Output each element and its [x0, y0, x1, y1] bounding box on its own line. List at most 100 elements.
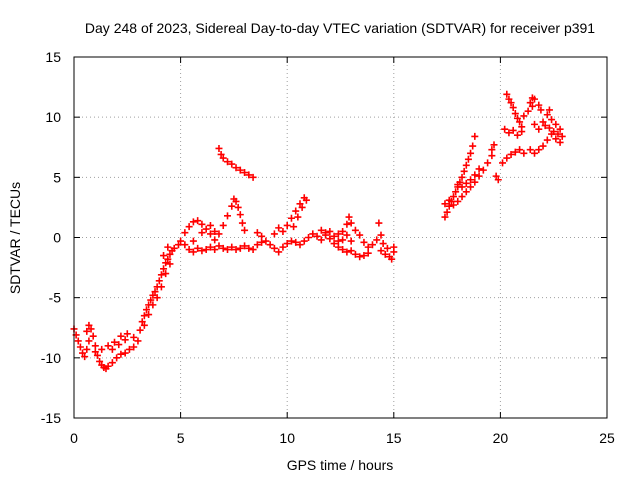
x-tick-label: 25 [599, 430, 615, 446]
data-point [452, 188, 460, 196]
data-point [511, 110, 519, 118]
data-point [552, 120, 560, 128]
data-point [140, 312, 148, 320]
data-point [334, 243, 342, 251]
data-point [516, 118, 524, 126]
data-point [558, 132, 566, 140]
data-point [96, 357, 104, 365]
data-point [189, 218, 197, 226]
data-point [151, 288, 159, 296]
data-point [375, 219, 383, 227]
data-point [499, 159, 507, 167]
data-point [471, 132, 479, 140]
data-point [351, 226, 359, 234]
data-point [505, 129, 513, 137]
data-point [115, 341, 123, 349]
data-point [339, 227, 347, 235]
data-point [445, 196, 453, 204]
data-point [85, 337, 93, 345]
data-point [157, 271, 165, 279]
data-point [189, 248, 197, 256]
data-point [326, 235, 334, 243]
data-point [140, 321, 148, 329]
data-point [215, 144, 223, 152]
data-point [390, 243, 398, 251]
data-point [76, 343, 84, 351]
data-point [309, 230, 317, 238]
data-point [275, 248, 283, 256]
data-point [228, 243, 236, 251]
data-point [87, 325, 95, 333]
data-point [74, 337, 82, 345]
data-point [526, 146, 534, 154]
data-point [232, 164, 240, 172]
data-point [537, 106, 545, 114]
data-point [228, 160, 236, 168]
data-point [467, 183, 475, 191]
data-point [93, 351, 101, 359]
data-point [160, 252, 168, 260]
data-point [449, 193, 457, 201]
data-point [458, 183, 466, 191]
data-point [123, 330, 131, 338]
data-point [181, 241, 189, 249]
data-point [185, 246, 193, 254]
data-point [258, 232, 266, 240]
grid-lines [74, 57, 607, 418]
data-point [113, 354, 121, 362]
data-point [162, 270, 170, 278]
data-point [511, 148, 519, 156]
x-axis-label: GPS time / hours [287, 457, 394, 473]
data-point [383, 244, 391, 252]
data-point [170, 244, 178, 252]
data-point [149, 301, 157, 309]
data-point [356, 253, 364, 261]
data-point [441, 213, 449, 221]
data-point [236, 244, 244, 252]
data-point [228, 202, 236, 210]
data-point [469, 142, 477, 150]
data-point [206, 243, 214, 251]
data-point [302, 196, 310, 204]
x-tick-label: 5 [177, 430, 185, 446]
data-point [83, 345, 91, 353]
data-point [91, 342, 99, 350]
data-point [142, 306, 150, 314]
data-point [550, 128, 558, 136]
data-point [300, 237, 308, 245]
data-point [462, 188, 470, 196]
data-point [317, 226, 325, 234]
data-point [443, 208, 451, 216]
data-point [219, 154, 227, 162]
data-point [111, 338, 119, 346]
data-point [262, 237, 270, 245]
data-point [160, 265, 168, 273]
data-point [545, 106, 553, 114]
data-point [181, 229, 189, 237]
y-tick-label: -5 [49, 290, 62, 306]
data-point [364, 249, 372, 257]
data-point [249, 246, 257, 254]
data-point [275, 224, 283, 232]
x-tick-label: 15 [386, 430, 402, 446]
data-point [177, 237, 185, 245]
x-tick-label: 20 [493, 430, 509, 446]
data-point [232, 246, 240, 254]
data-point [330, 240, 338, 248]
data-point [241, 226, 249, 234]
data-point [202, 225, 210, 233]
data-point [462, 179, 470, 187]
x-tick-label: 10 [279, 430, 295, 446]
data-point [249, 173, 257, 181]
data-point [245, 171, 253, 179]
data-point [539, 142, 547, 150]
data-point [89, 332, 97, 340]
data-point [445, 202, 453, 210]
data-point [347, 219, 355, 227]
data-point [211, 236, 219, 244]
data-point [368, 241, 376, 249]
data-point [194, 217, 202, 225]
data-points [70, 90, 566, 373]
data-point [258, 238, 266, 246]
data-point [198, 247, 206, 255]
